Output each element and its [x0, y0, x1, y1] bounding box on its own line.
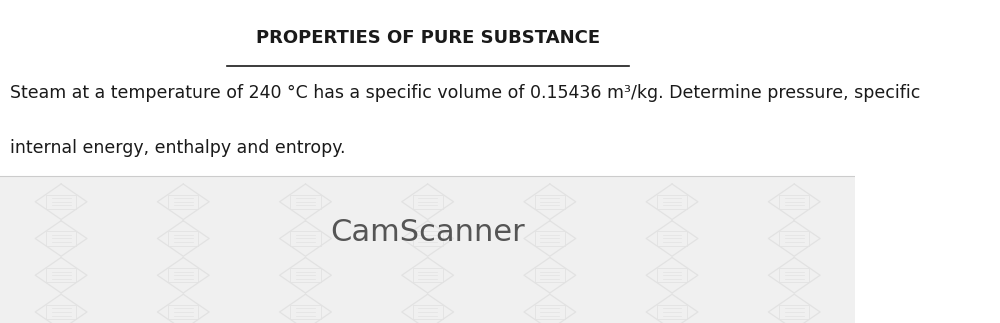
- Bar: [0, 176, 855, 323]
- Text: internal energy, enthalpy and entropy.: internal energy, enthalpy and entropy.: [10, 139, 346, 157]
- Text: Steam at a temperature of 240 °C has a specific volume of 0.15436 m³/kg. Determi: Steam at a temperature of 240 °C has a s…: [10, 84, 921, 102]
- Text: CamScanner: CamScanner: [330, 218, 525, 247]
- Text: PROPERTIES OF PURE SUBSTANCE: PROPERTIES OF PURE SUBSTANCE: [256, 29, 600, 47]
- Bar: [0, 0, 855, 176]
